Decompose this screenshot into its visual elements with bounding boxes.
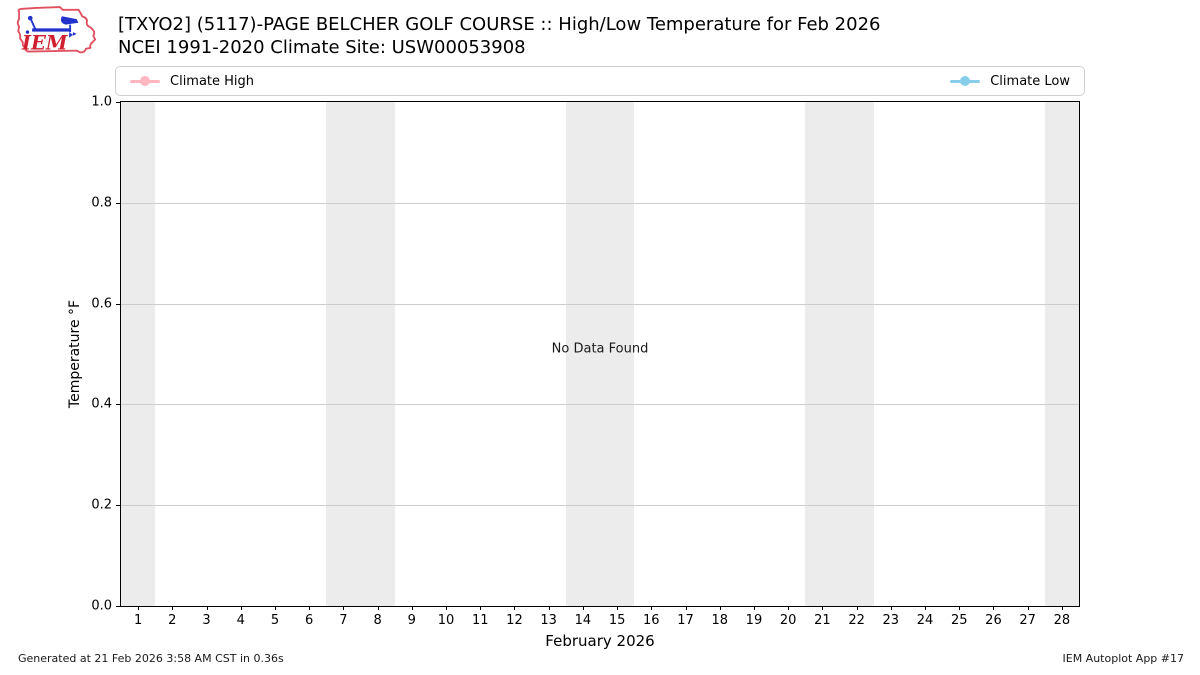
gridline: [121, 505, 1079, 507]
x-tick-mark: [788, 606, 790, 610]
x-tick-label: 4: [236, 613, 245, 628]
y-tick-label: 1.0: [91, 94, 112, 110]
x-tick-mark: [822, 606, 824, 610]
x-tick-label: 12: [506, 613, 523, 628]
y-tick-label: 0.0: [91, 598, 112, 614]
x-tick-mark: [309, 606, 311, 610]
y-tick-label: 0.2: [91, 497, 112, 513]
chart-header: [TXYO2] (5117)-PAGE BELCHER GOLF COURSE …: [118, 13, 881, 59]
climate-high-marker-icon: [130, 76, 160, 86]
x-tick-mark: [206, 606, 208, 610]
y-tick-mark: [116, 202, 120, 204]
x-tick-label: 19: [745, 613, 763, 628]
plot-area: 0.0 0.2 0.4 0.6 0.8 1.0 1 2 3 4 5 6 7 8 9 10 11 12 13 14 15…: [91, 95, 1080, 628]
x-tick-label: 13: [540, 613, 557, 628]
weekend-band: [805, 102, 874, 606]
logo-text: IEM: [21, 32, 69, 55]
x-tick-label: 20: [779, 613, 797, 628]
x-tick-label: 16: [643, 613, 660, 628]
weekend-band: [1044, 102, 1079, 606]
x-tick-label: 11: [471, 613, 489, 628]
generated-timestamp: Generated at 21 Feb 2026 3:58 AM CST in …: [18, 652, 284, 665]
gridline: [121, 303, 1079, 305]
x-tick-mark: [890, 606, 892, 610]
gridline: [121, 202, 1079, 204]
y-tick-label: 0.4: [91, 396, 112, 412]
x-tick-label: 6: [305, 613, 314, 628]
x-tick-label: 8: [373, 613, 382, 628]
legend-item-climate-high: Climate High: [130, 74, 254, 89]
legend-label-climate-low: Climate Low: [990, 73, 1070, 89]
x-tick-mark: [993, 606, 995, 610]
y-tick-mark: [116, 404, 120, 406]
no-data-message: No Data Found: [551, 341, 649, 357]
weekend-band: [326, 102, 395, 606]
x-tick-label: 3: [202, 613, 211, 628]
x-tick-mark: [411, 606, 413, 610]
iem-logo: IEM: [8, 2, 110, 64]
x-tick-label: 22: [848, 613, 865, 628]
chart-subtitle: NCEI 1991-2020 Climate Site: USW00053908: [118, 37, 526, 58]
legend-label-climate-high: Climate High: [170, 73, 255, 89]
x-tick-mark: [377, 606, 379, 610]
climate-low-marker-icon: [950, 76, 981, 86]
x-tick-label: 10: [437, 613, 455, 628]
x-tick-label: 27: [1019, 613, 1036, 628]
x-tick-mark: [343, 606, 345, 610]
weekend-band: [565, 102, 635, 606]
x-tick-label: 1: [133, 613, 143, 628]
x-tick-label: 17: [677, 613, 694, 628]
x-tick-label: 23: [882, 613, 900, 628]
legend: Climate High Climate Low: [115, 66, 1085, 96]
autoplot-app-credit: IEM Autoplot App #17: [1062, 652, 1185, 665]
x-tick-mark: [1061, 606, 1063, 610]
x-tick-label: 2: [168, 613, 177, 628]
x-tick-mark: [753, 606, 755, 610]
x-tick-mark: [172, 606, 174, 610]
y-tick-mark: [116, 102, 120, 103]
iowa-state-outline-icon: IEM: [16, 6, 97, 55]
x-tick-mark: [240, 606, 242, 610]
x-tick-mark: [1027, 606, 1029, 610]
x-tick-mark: [480, 606, 482, 610]
gridline: [121, 404, 1079, 406]
x-tick-label: 15: [608, 613, 626, 628]
x-tick-mark: [651, 606, 653, 610]
x-tick-mark: [685, 606, 687, 610]
x-tick-mark: [582, 606, 584, 610]
x-tick-label: 28: [1053, 613, 1071, 628]
x-tick-mark: [274, 606, 276, 610]
x-tick-label: 25: [950, 613, 968, 628]
x-tick-mark: [446, 606, 448, 610]
x-tick-label: 21: [814, 613, 831, 628]
weekend-band: [121, 102, 156, 606]
x-tick-mark: [617, 606, 619, 610]
x-tick-label: 5: [270, 613, 280, 628]
y-tick-mark: [116, 303, 120, 305]
x-tick-label: 24: [916, 613, 934, 628]
x-tick-label: 18: [711, 613, 729, 628]
y-tick-mark: [116, 606, 120, 607]
y-tick-mark: [116, 505, 120, 507]
chart-title: [TXYO2] (5117)-PAGE BELCHER GOLF COURSE …: [118, 14, 881, 35]
x-tick-mark: [959, 606, 961, 610]
x-tick-mark: [719, 606, 721, 610]
x-tick-mark: [138, 606, 140, 610]
x-axis-label: February 2026: [545, 632, 655, 650]
x-tick-mark: [548, 606, 550, 610]
x-tick-mark: [856, 606, 858, 610]
x-tick-label: 26: [985, 613, 1002, 628]
y-tick-label: 0.6: [91, 296, 112, 312]
x-tick-label: 14: [574, 613, 592, 628]
x-tick-mark: [925, 606, 927, 610]
x-tick-label: 9: [407, 613, 416, 628]
y-tick-label: 0.8: [91, 195, 112, 211]
weather-vane-icon: [25, 15, 79, 38]
x-tick-label: 7: [339, 613, 348, 628]
y-axis-label: Temperature °F: [67, 299, 83, 409]
x-tick-mark: [514, 606, 516, 610]
legend-item-climate-low: Climate Low: [950, 74, 1070, 89]
